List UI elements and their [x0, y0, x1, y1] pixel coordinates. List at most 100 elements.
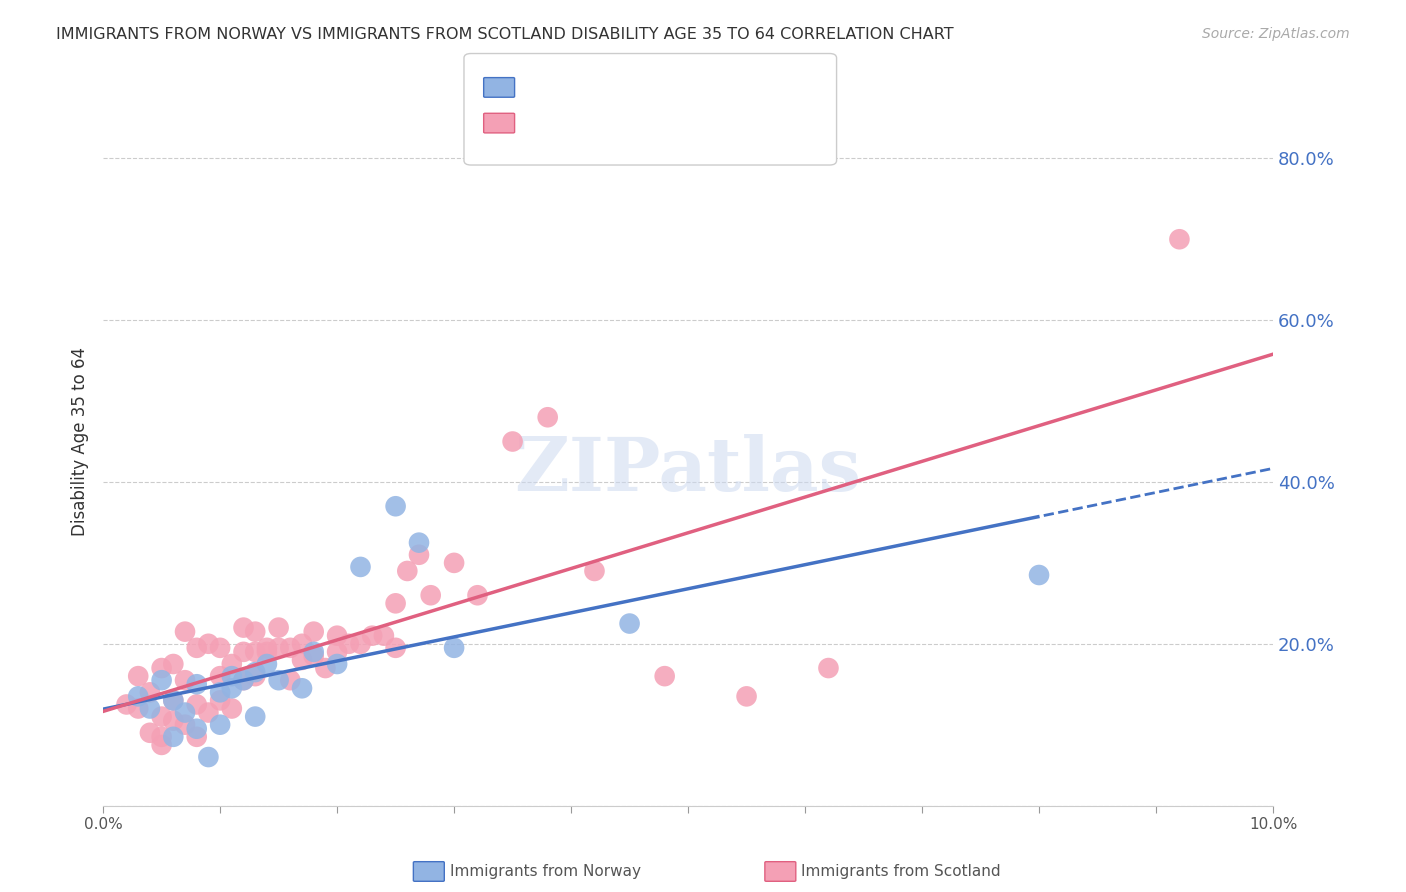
- Point: [209, 669, 232, 683]
- Point: [209, 693, 232, 707]
- Text: Immigrants from Norway: Immigrants from Norway: [450, 864, 641, 879]
- Point: [384, 596, 406, 610]
- Point: [817, 661, 839, 675]
- Point: [127, 669, 149, 683]
- Y-axis label: Disability Age 35 to 64: Disability Age 35 to 64: [72, 347, 89, 536]
- Point: [245, 645, 267, 659]
- Point: [162, 714, 184, 728]
- Text: 0.279: 0.279: [555, 83, 609, 101]
- Point: [583, 564, 606, 578]
- Point: [443, 640, 465, 655]
- Point: [326, 645, 349, 659]
- Point: [139, 685, 162, 699]
- Point: [735, 690, 758, 704]
- Point: [162, 693, 184, 707]
- Point: [278, 640, 301, 655]
- Point: [209, 717, 232, 731]
- Point: [256, 645, 278, 659]
- Point: [150, 709, 173, 723]
- Text: N =: N =: [614, 83, 662, 101]
- Text: 27: 27: [658, 83, 682, 101]
- Text: Source: ZipAtlas.com: Source: ZipAtlas.com: [1202, 27, 1350, 41]
- Point: [326, 629, 349, 643]
- Point: [232, 621, 254, 635]
- Point: [197, 750, 219, 764]
- Point: [302, 624, 325, 639]
- Point: [349, 637, 371, 651]
- Point: [619, 616, 641, 631]
- Point: [232, 645, 254, 659]
- Point: [384, 500, 406, 514]
- Point: [174, 706, 197, 720]
- Point: [209, 640, 232, 655]
- Point: [221, 701, 243, 715]
- Point: [221, 681, 243, 696]
- Point: [162, 693, 184, 707]
- Point: [186, 722, 208, 736]
- Point: [150, 661, 173, 675]
- Point: [291, 653, 314, 667]
- Text: R =: R =: [524, 83, 561, 101]
- Point: [443, 556, 465, 570]
- Point: [186, 677, 208, 691]
- Text: N =: N =: [614, 119, 662, 136]
- Point: [232, 673, 254, 688]
- Point: [127, 701, 149, 715]
- Text: 0.579: 0.579: [555, 119, 607, 136]
- Point: [326, 657, 349, 671]
- Point: [256, 640, 278, 655]
- Point: [361, 629, 384, 643]
- Point: [1168, 232, 1191, 246]
- Text: 62: 62: [658, 119, 681, 136]
- Point: [221, 657, 243, 671]
- Point: [245, 709, 267, 723]
- Point: [537, 410, 560, 425]
- Point: [373, 629, 395, 643]
- Point: [1028, 568, 1050, 582]
- Point: [302, 645, 325, 659]
- Point: [654, 669, 676, 683]
- Point: [150, 730, 173, 744]
- Point: [502, 434, 524, 449]
- Text: ZIPatlas: ZIPatlas: [515, 434, 862, 508]
- Point: [139, 701, 162, 715]
- Point: [186, 640, 208, 655]
- Point: [408, 535, 430, 549]
- Point: [267, 640, 290, 655]
- Point: [419, 588, 441, 602]
- Point: [139, 726, 162, 740]
- Point: [314, 661, 336, 675]
- Point: [162, 657, 184, 671]
- Point: [174, 673, 197, 688]
- Point: [245, 624, 267, 639]
- Text: IMMIGRANTS FROM NORWAY VS IMMIGRANTS FROM SCOTLAND DISABILITY AGE 35 TO 64 CORRE: IMMIGRANTS FROM NORWAY VS IMMIGRANTS FRO…: [56, 27, 953, 42]
- Point: [186, 698, 208, 712]
- Point: [197, 637, 219, 651]
- Point: [115, 698, 138, 712]
- Point: [337, 637, 360, 651]
- Point: [150, 673, 173, 688]
- Text: R =: R =: [524, 119, 561, 136]
- Point: [209, 685, 232, 699]
- Point: [256, 657, 278, 671]
- Point: [384, 640, 406, 655]
- Point: [174, 717, 197, 731]
- Point: [267, 621, 290, 635]
- Point: [291, 681, 314, 696]
- Point: [221, 669, 243, 683]
- Point: [150, 738, 173, 752]
- Point: [291, 637, 314, 651]
- Text: Immigrants from Scotland: Immigrants from Scotland: [801, 864, 1001, 879]
- Point: [127, 690, 149, 704]
- Point: [302, 648, 325, 663]
- Point: [396, 564, 419, 578]
- Point: [186, 730, 208, 744]
- Point: [467, 588, 489, 602]
- Point: [408, 548, 430, 562]
- Point: [245, 669, 267, 683]
- Point: [349, 560, 371, 574]
- Point: [278, 673, 301, 688]
- Point: [232, 673, 254, 688]
- Point: [197, 706, 219, 720]
- Point: [162, 730, 184, 744]
